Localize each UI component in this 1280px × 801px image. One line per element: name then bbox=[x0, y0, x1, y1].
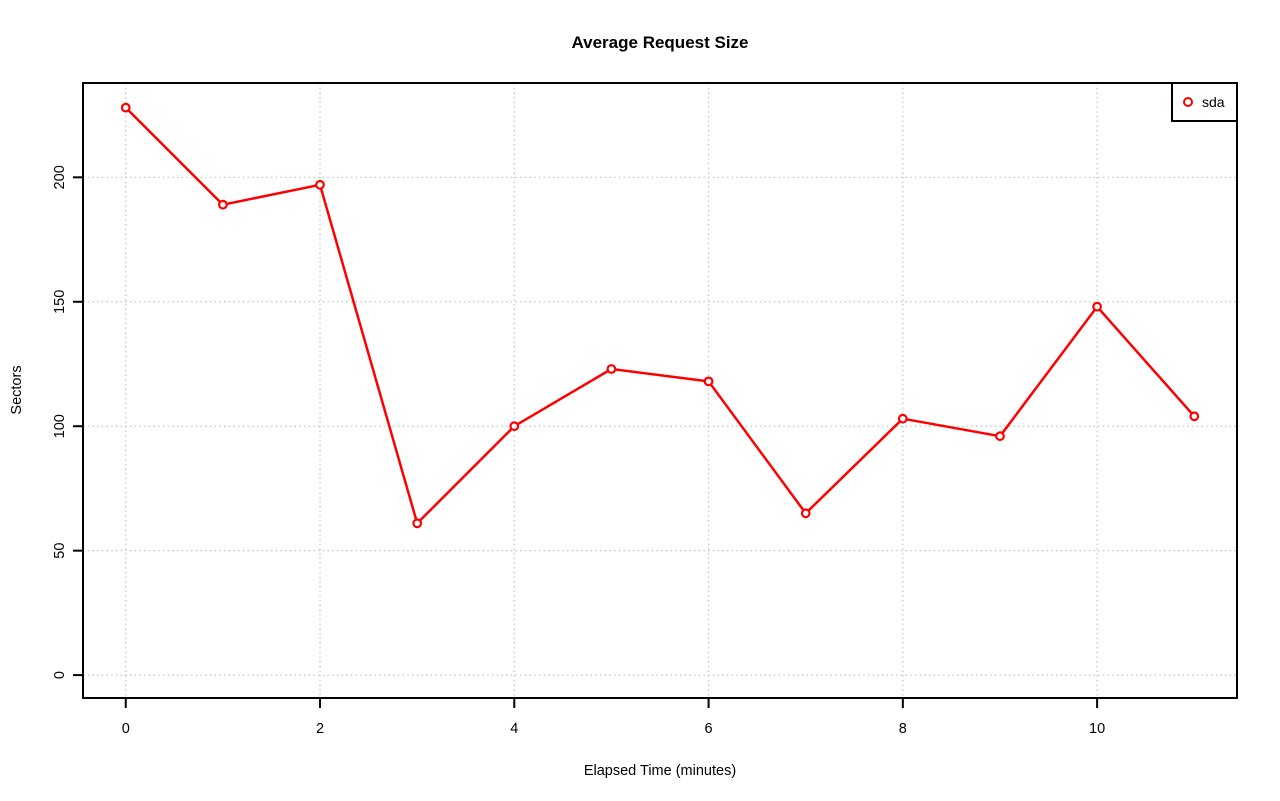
y-axis-tick-label: 150 bbox=[52, 290, 68, 314]
data-point bbox=[315, 179, 325, 190]
data-point bbox=[995, 431, 1005, 442]
x-axis-tick-label: 4 bbox=[510, 721, 518, 737]
chart-title: Average Request Size bbox=[571, 33, 749, 52]
legend-label: sda bbox=[1202, 94, 1225, 110]
series-line-sda bbox=[124, 106, 1196, 525]
data-point bbox=[703, 376, 714, 387]
x-axis-tick-label: 0 bbox=[122, 721, 130, 737]
data-point bbox=[509, 421, 520, 432]
data-point bbox=[897, 413, 908, 424]
x-axis-tick-label: 10 bbox=[1089, 721, 1105, 737]
data-point bbox=[800, 508, 811, 519]
data-point bbox=[120, 102, 131, 113]
x-axis-tick-label: 2 bbox=[316, 721, 324, 737]
x-axis-tick-label: 6 bbox=[705, 721, 713, 737]
y-axis-tick-label: 200 bbox=[52, 165, 68, 189]
data-point bbox=[606, 364, 617, 374]
y-axis-tick-label: 0 bbox=[52, 671, 68, 679]
x-axis-label: Elapsed Time (minutes) bbox=[583, 763, 737, 779]
y-axis-tick-label: 100 bbox=[52, 414, 68, 438]
data-point bbox=[412, 518, 423, 529]
y-axis-label: Sectors bbox=[9, 365, 25, 415]
y-axis-tick-label: 50 bbox=[52, 543, 68, 559]
data-point bbox=[217, 199, 228, 210]
legend-marker-icon bbox=[1183, 97, 1193, 107]
legend: sda bbox=[1171, 82, 1238, 122]
data-point bbox=[1189, 411, 1200, 422]
x-axis-tick-label: 8 bbox=[899, 721, 907, 737]
data-point bbox=[1092, 301, 1102, 312]
plot-border bbox=[82, 82, 1238, 699]
